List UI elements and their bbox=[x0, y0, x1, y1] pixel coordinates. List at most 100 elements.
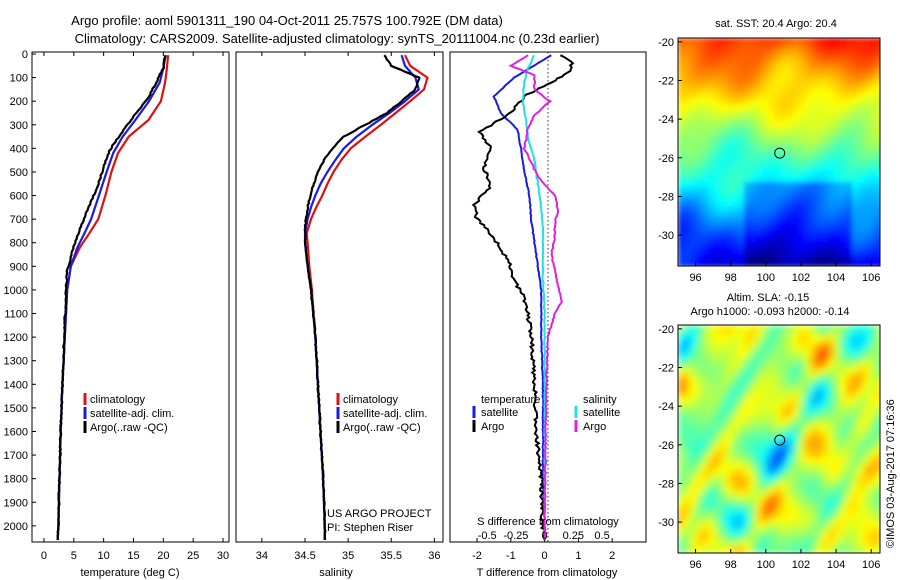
map-cell bbox=[726, 379, 733, 386]
map-cell bbox=[708, 122, 715, 129]
map-cell bbox=[804, 128, 811, 135]
map-cell bbox=[678, 397, 685, 404]
map-cell bbox=[726, 188, 733, 195]
map-cell bbox=[786, 523, 793, 530]
map-cell bbox=[738, 349, 745, 356]
map-cell bbox=[750, 343, 757, 350]
map-cell bbox=[774, 391, 781, 398]
map-cell bbox=[804, 367, 811, 374]
map-cell bbox=[744, 499, 751, 506]
depth-tick-label: 1800 bbox=[4, 474, 28, 486]
map-cell bbox=[756, 140, 763, 147]
map-cell bbox=[708, 218, 715, 225]
map-cell bbox=[792, 128, 799, 135]
map-cell bbox=[804, 110, 811, 117]
map-cell bbox=[822, 50, 829, 57]
map-cell bbox=[720, 397, 727, 404]
map-cell bbox=[780, 206, 787, 213]
map-cell bbox=[744, 122, 751, 129]
map-cell bbox=[822, 242, 829, 249]
map-cell bbox=[822, 86, 829, 93]
map-cell bbox=[708, 206, 715, 213]
map-cell bbox=[804, 349, 811, 356]
map-cell bbox=[714, 128, 721, 135]
map-cell bbox=[696, 200, 703, 207]
map-cell bbox=[702, 505, 709, 512]
map-cell bbox=[702, 355, 709, 362]
lon-tick-label: 106 bbox=[862, 559, 880, 571]
map-cell bbox=[714, 230, 721, 237]
map-cell bbox=[792, 200, 799, 207]
map-cell bbox=[726, 50, 733, 57]
map-cell bbox=[750, 541, 757, 548]
map-cell bbox=[798, 128, 805, 135]
map-cell bbox=[858, 415, 865, 422]
map-cell bbox=[702, 116, 709, 123]
map-cell bbox=[798, 325, 805, 332]
map-cell bbox=[720, 146, 727, 153]
map-cell bbox=[864, 212, 871, 219]
map-cell bbox=[768, 188, 775, 195]
map-cell bbox=[756, 541, 763, 548]
map-cell bbox=[696, 445, 703, 452]
map-cell bbox=[762, 403, 769, 410]
map-cell bbox=[852, 170, 859, 177]
map-cell bbox=[720, 433, 727, 440]
map-cell bbox=[786, 194, 793, 201]
map-cell bbox=[678, 493, 685, 500]
map-cell bbox=[780, 104, 787, 111]
map-cell bbox=[756, 62, 763, 69]
map-cell bbox=[720, 50, 727, 57]
map-cell bbox=[840, 355, 847, 362]
map-cell bbox=[726, 535, 733, 542]
map-cell bbox=[726, 38, 733, 45]
map-cell bbox=[762, 194, 769, 201]
map-cell bbox=[804, 421, 811, 428]
map-cell bbox=[858, 224, 865, 231]
map-cell bbox=[828, 391, 835, 398]
map-cell bbox=[708, 415, 715, 422]
map-cell bbox=[708, 128, 715, 135]
map-cell bbox=[822, 170, 829, 177]
map-cell bbox=[804, 487, 811, 494]
map-cell bbox=[684, 325, 691, 332]
map-cell bbox=[720, 499, 727, 506]
map-cell bbox=[726, 517, 733, 524]
map-cell bbox=[870, 331, 877, 338]
s-tick-label: -0.25 bbox=[503, 530, 528, 542]
map-cell bbox=[768, 487, 775, 494]
map-cell bbox=[720, 74, 727, 81]
map-cell bbox=[696, 218, 703, 225]
map-cell bbox=[768, 176, 775, 183]
map-cell bbox=[708, 499, 715, 506]
map-cell bbox=[732, 164, 739, 171]
map-cell bbox=[768, 38, 775, 45]
map-cell bbox=[828, 230, 835, 237]
map-cell bbox=[708, 493, 715, 500]
map-cell bbox=[810, 104, 817, 111]
map-cell bbox=[708, 248, 715, 255]
map-cell bbox=[792, 116, 799, 123]
lon-tick-label: 106 bbox=[862, 272, 880, 284]
map-cell bbox=[852, 38, 859, 45]
map-cell bbox=[822, 140, 829, 147]
map-cell bbox=[804, 170, 811, 177]
map-cell bbox=[846, 98, 853, 105]
map-cell bbox=[858, 385, 865, 392]
map-cell bbox=[714, 248, 721, 255]
salinity-xlabel: salinity bbox=[319, 567, 353, 579]
map-cell bbox=[840, 44, 847, 51]
map-cell bbox=[750, 104, 757, 111]
map-cell bbox=[786, 104, 793, 111]
map-cell bbox=[810, 152, 817, 159]
map-cell bbox=[750, 511, 757, 518]
map-cell bbox=[756, 379, 763, 386]
map-cell bbox=[708, 44, 715, 51]
map-cell bbox=[816, 152, 823, 159]
map-cell bbox=[774, 122, 781, 129]
map-cell bbox=[774, 475, 781, 482]
map-cell bbox=[756, 110, 763, 117]
map-cell bbox=[774, 463, 781, 470]
map-cell bbox=[756, 535, 763, 542]
map-cell bbox=[828, 415, 835, 422]
